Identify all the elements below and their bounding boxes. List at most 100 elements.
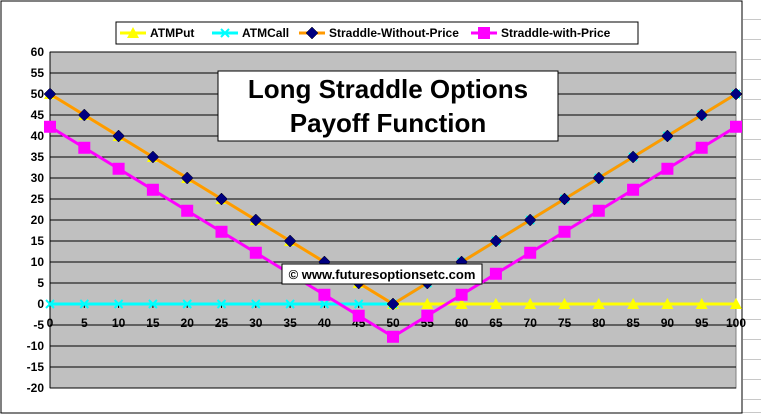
- data-point-atmput: [455, 298, 468, 309]
- y-tick-label: 5: [37, 276, 44, 290]
- data-point-atmput: [661, 298, 674, 309]
- legend-marker: [305, 26, 319, 40]
- y-tick-label: 55: [31, 66, 45, 80]
- data-point-straddle-with-price: [181, 204, 194, 217]
- data-point-atmput: [730, 298, 742, 309]
- y-tick-label: 35: [31, 150, 45, 164]
- data-point-straddle-with-price: [730, 120, 742, 133]
- credit-box-frame: [281, 263, 483, 285]
- legend-box: [115, 21, 639, 45]
- data-point-straddle-with-price: [558, 225, 571, 238]
- legend: ATMPut ATMCall Straddle-Without-Price Strad…: [115, 21, 639, 45]
- legend-item-straddle-with-price: Straddle-with-Price: [471, 26, 611, 40]
- x-tick-label: 60: [455, 316, 469, 330]
- legend-marker: [127, 27, 139, 38]
- x-tick-label: 70: [524, 316, 538, 330]
- y-tick-label: 20: [31, 213, 45, 227]
- x-tick-label: 20: [181, 316, 195, 330]
- data-point-straddle-without-price: [523, 213, 537, 227]
- title-box: Long Straddle Options Payoff Function: [217, 70, 559, 142]
- y-tick-label: 40: [31, 129, 45, 143]
- legend-label: ATMPut: [150, 26, 194, 40]
- data-point-atmcall: [216, 299, 227, 309]
- data-point-straddle-without-price: [386, 297, 400, 311]
- data-point-atmcall: [319, 299, 330, 309]
- data-point-straddle-with-price: [318, 288, 331, 301]
- x-tick-label: 95: [695, 316, 709, 330]
- x-tick-label: 15: [146, 316, 160, 330]
- spreadsheet-gridlines: [743, 0, 761, 417]
- y-tick-label: -15: [27, 360, 45, 374]
- x-tick-label: 0: [47, 316, 54, 330]
- data-point-atmput: [421, 298, 434, 309]
- data-point-straddle-with-price: [489, 267, 502, 280]
- data-point-atmcall: [182, 299, 192, 309]
- y-tick-label: -5: [33, 318, 44, 332]
- data-point-straddle-with-price: [387, 330, 399, 343]
- x-tick-label: 40: [318, 316, 332, 330]
- x-tick-label: 50: [386, 316, 400, 330]
- data-point-straddle-with-price: [524, 246, 537, 259]
- data-point-straddle-without-price: [112, 129, 125, 143]
- data-point-straddle-without-price: [215, 192, 228, 206]
- data-point-atmput: [558, 298, 571, 309]
- x-tick-label: 90: [661, 316, 675, 330]
- y-tick-label: 60: [31, 45, 45, 59]
- title-box-frame: [217, 70, 559, 142]
- data-point-straddle-without-price: [661, 129, 674, 143]
- data-point-straddle-with-price: [352, 309, 365, 322]
- data-point-atmcall: [45, 299, 55, 309]
- y-tick-label: 50: [31, 87, 45, 101]
- y-tick-label: 45: [31, 108, 45, 122]
- data-point-straddle-without-price: [489, 234, 503, 248]
- y-tick-label: 0: [37, 297, 44, 311]
- chart-title-line-2: Payoff Function: [290, 108, 486, 138]
- legend-label: Straddle-Without-Price: [329, 26, 459, 40]
- data-point-straddle-without-price: [592, 171, 606, 185]
- y-tick-label: -20: [27, 381, 45, 395]
- legend-label: Straddle-with-Price: [501, 26, 611, 40]
- legend-item-atmput: ATMPut: [120, 26, 194, 40]
- y-tick-label: 30: [31, 171, 45, 185]
- legend-marker: [478, 27, 490, 39]
- data-point-straddle-with-price: [146, 183, 159, 196]
- data-point-straddle-without-price: [146, 150, 160, 164]
- data-point-straddle-with-price: [455, 288, 468, 301]
- chart-title-line-1: Long Straddle Options: [248, 74, 528, 104]
- y-axis-ticks: -20 -15 -10 -5 0 5 10 15 20 25 30 35 40 45 50 55 60: [27, 45, 45, 395]
- data-point-straddle-without-price: [626, 150, 640, 164]
- legend-item-straddle-without-price: Straddle-Without-Price: [299, 26, 459, 40]
- data-point-straddle-without-price: [249, 213, 263, 227]
- y-tick-label: 10: [31, 255, 45, 269]
- data-point-atmput: [627, 298, 640, 309]
- data-point-atmcall: [148, 299, 158, 309]
- x-tick-label: 10: [112, 316, 126, 330]
- legend-label: ATMCall: [242, 26, 289, 40]
- data-point-straddle-without-price: [180, 171, 194, 185]
- x-tick-label: 75: [558, 316, 572, 330]
- data-point-straddle-with-price: [112, 162, 125, 175]
- data-point-atmcall: [79, 299, 90, 309]
- data-point-straddle-with-price: [215, 225, 228, 238]
- x-tick-label: 25: [215, 316, 229, 330]
- legend-marker: [220, 28, 230, 38]
- data-point-straddle-without-price: [77, 108, 91, 122]
- data-point-straddle-with-price: [695, 141, 708, 154]
- data-point-atmput: [489, 298, 502, 309]
- data-point-atmcall: [285, 299, 295, 309]
- data-point-straddle-with-price: [78, 141, 91, 154]
- data-point-straddle-with-price: [249, 246, 262, 259]
- data-point-atmput: [524, 298, 537, 309]
- data-point-atmcall: [113, 299, 124, 309]
- data-point-atmput: [695, 298, 708, 309]
- data-point-atmcall: [353, 299, 364, 309]
- data-point-straddle-with-price: [421, 309, 434, 322]
- x-tick-label: 85: [626, 316, 640, 330]
- data-point-straddle-with-price: [627, 183, 640, 196]
- data-point-straddle-with-price: [44, 120, 56, 133]
- data-point-straddle-without-price: [558, 192, 571, 206]
- data-point-atmcall: [251, 299, 261, 309]
- x-tick-label: 35: [283, 316, 297, 330]
